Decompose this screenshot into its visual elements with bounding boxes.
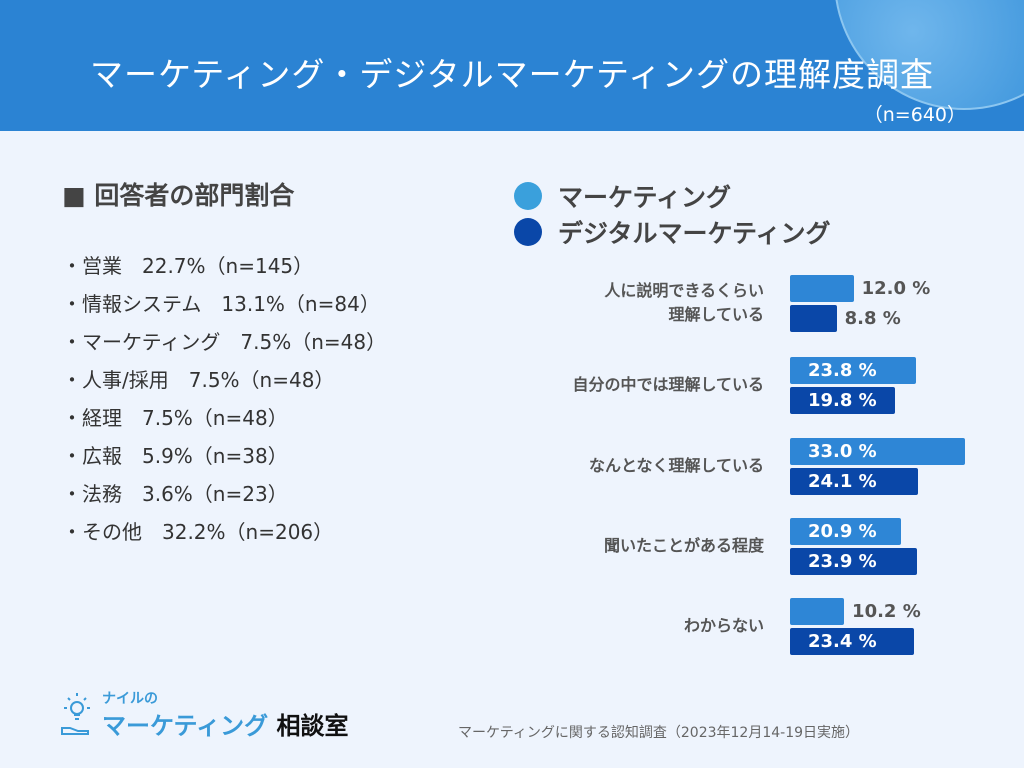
department-item: ・営業 22.7%（n=145）: [62, 254, 314, 278]
lightbulb-hand-icon: [61, 693, 90, 735]
department-item: ・広報 5.9%（n=38）: [62, 444, 288, 468]
section-title: ■ 回答者の部門割合: [62, 181, 295, 210]
page-title: マーケティング・デジタルマーケティングの理解度調査: [89, 55, 935, 94]
data-label: 19.8 %: [808, 390, 877, 411]
data-label: 23.8 %: [808, 360, 877, 381]
data-label: 20.9 %: [808, 521, 877, 542]
category-label: わからない: [683, 616, 764, 635]
category-label: 自分の中では理解している: [572, 375, 764, 394]
bar: [790, 598, 845, 625]
legend-dot: [514, 182, 542, 210]
data-label: 23.4 %: [808, 631, 877, 652]
bar: [790, 548, 917, 575]
legend-dot: [514, 218, 542, 246]
bar: [790, 387, 895, 414]
bar: [790, 357, 917, 384]
logo-main-text: マーケティング: [102, 712, 269, 740]
legend-label: デジタルマーケティング: [558, 219, 831, 248]
department-item: ・情報システム 13.1%（n=84）: [62, 292, 380, 316]
legend: マーケティング デジタルマーケティング: [514, 178, 831, 250]
category-label: なんとなく理解している: [588, 456, 764, 475]
logo-small: ナイルの: [102, 691, 158, 707]
data-label: 24.1 %: [808, 471, 877, 492]
sample-size: （n=640）: [863, 104, 966, 126]
bar: [790, 275, 854, 302]
category-label: 人に説明できるくらい 理解している: [604, 281, 764, 324]
bar: [790, 468, 918, 495]
header: マーケティング・デジタルマーケティングの理解度調査 （n=640）: [0, 0, 1024, 131]
logo-main: マーケティング 相談室: [102, 706, 348, 741]
bar: [790, 628, 915, 655]
department-item: ・人事/採用 7.5%（n=48）: [62, 368, 335, 392]
data-label: 8.8 %: [844, 308, 901, 329]
logo-suffix: 相談室: [276, 712, 349, 740]
legend-digital: デジタルマーケティング: [514, 214, 831, 250]
bar: [790, 438, 965, 465]
department-list: ・営業 22.7%（n=145） ・情報システム 13.1%（n=84） ・マーケテ…: [62, 252, 386, 556]
category-label: 聞いたことがある程度: [603, 536, 764, 555]
data-label: 33.0 %: [808, 441, 877, 462]
footer-note: マーケティングに関する認知調査（2023年12月14-19日実施）: [458, 725, 860, 741]
department-item: ・その他 32.2%（n=206）: [62, 520, 334, 544]
legend-label: マーケティング: [558, 183, 732, 212]
data-label: 10.2 %: [852, 601, 921, 622]
department-item: ・法務 3.6%（n=23）: [62, 482, 288, 506]
bar: [790, 518, 901, 545]
bar: [790, 305, 837, 332]
legend-marketing: マーケティング: [514, 178, 831, 214]
department-item: ・経理 7.5%（n=48）: [62, 406, 288, 430]
logo: ナイルの マーケティング 相談室: [60, 688, 348, 742]
data-label: 23.9 %: [808, 551, 877, 572]
department-item: ・マーケティング 7.5%（n=48）: [62, 330, 387, 354]
data-label: 12.0 %: [861, 278, 931, 299]
